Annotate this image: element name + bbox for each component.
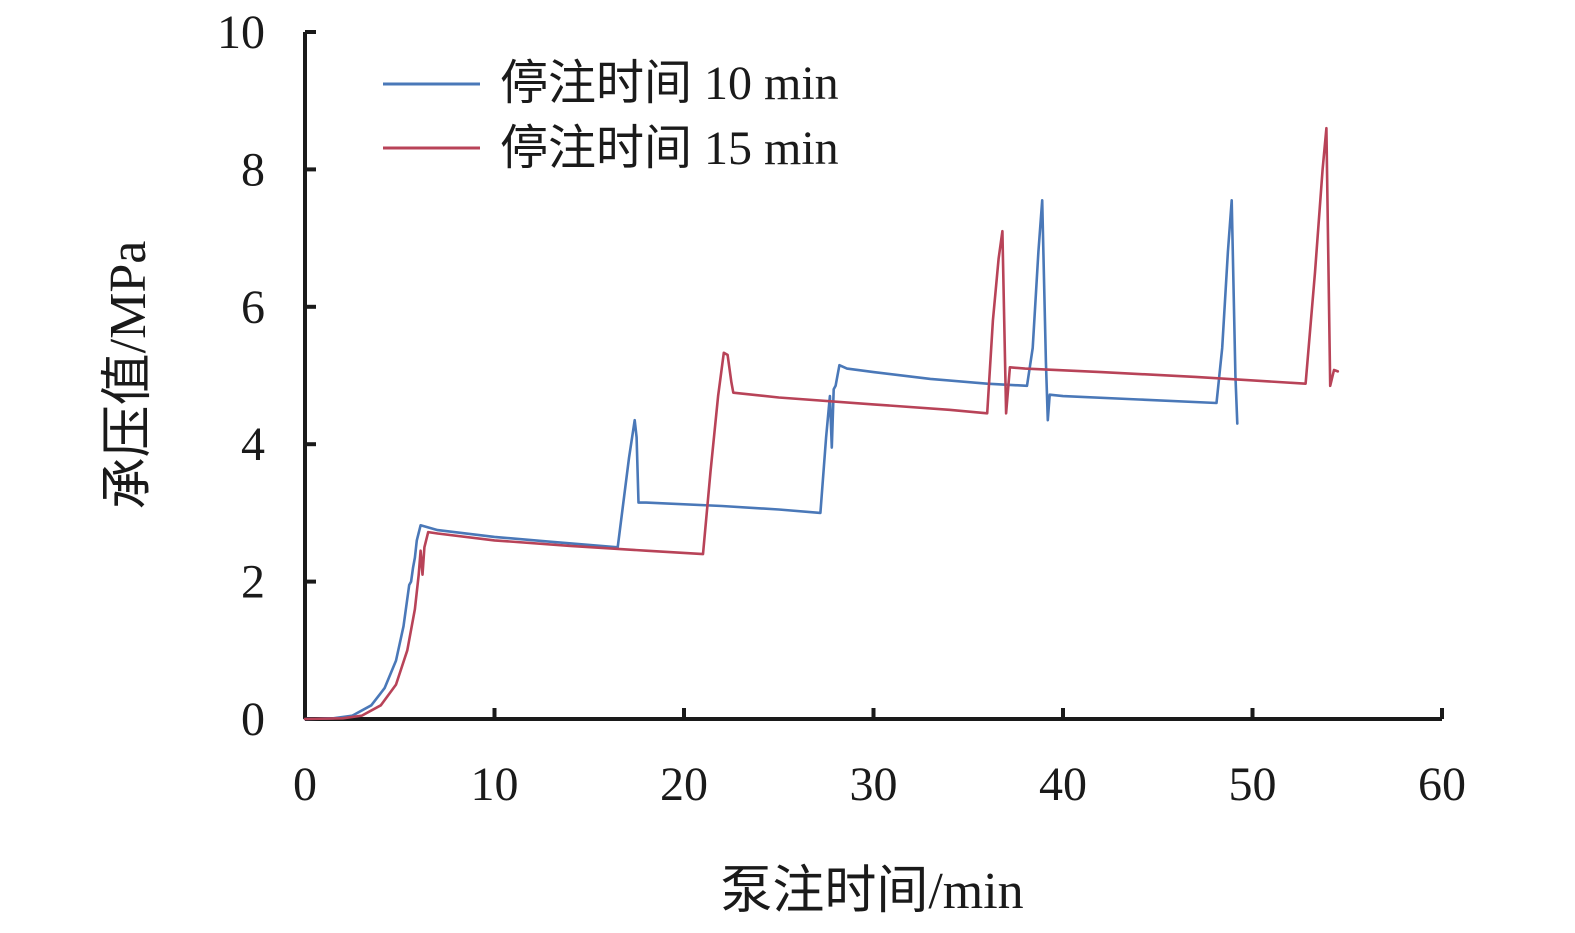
x-tick-label-40: 40 [1039,758,1087,811]
x-axis-title: 泵注时间/min [720,863,1023,920]
x-axis-ticks: 0 10 20 30 40 50 60 [293,708,1466,811]
x-tick-label-60: 60 [1418,758,1466,811]
y-axis-ticks: 0 2 4 6 8 10 [217,6,316,746]
x-tick-label-30: 30 [850,758,898,811]
y-tick-label-8: 8 [241,143,265,196]
series-layer [303,126,1340,721]
y-axis-title: 承压值/MPa [100,241,157,510]
legend-label-15min: 停注时间 15 min [500,122,839,175]
x-tick-label-0: 0 [293,758,317,811]
series-line-10min [303,199,1239,721]
x-tick-label-20: 20 [660,758,708,811]
y-tick-label-6: 6 [241,281,265,334]
y-tick-label-4: 4 [241,418,265,471]
legend: 停注时间 10 min 停注时间 15 min [383,57,839,175]
y-tick-label-10: 10 [217,6,265,59]
legend-label-10min: 停注时间 10 min [500,57,839,110]
x-tick-label-10: 10 [471,758,519,811]
y-tick-label-0: 0 [241,693,265,746]
x-tick-label-50: 50 [1229,758,1277,811]
series-line-15min [303,126,1340,721]
y-tick-label-2: 2 [241,556,265,609]
